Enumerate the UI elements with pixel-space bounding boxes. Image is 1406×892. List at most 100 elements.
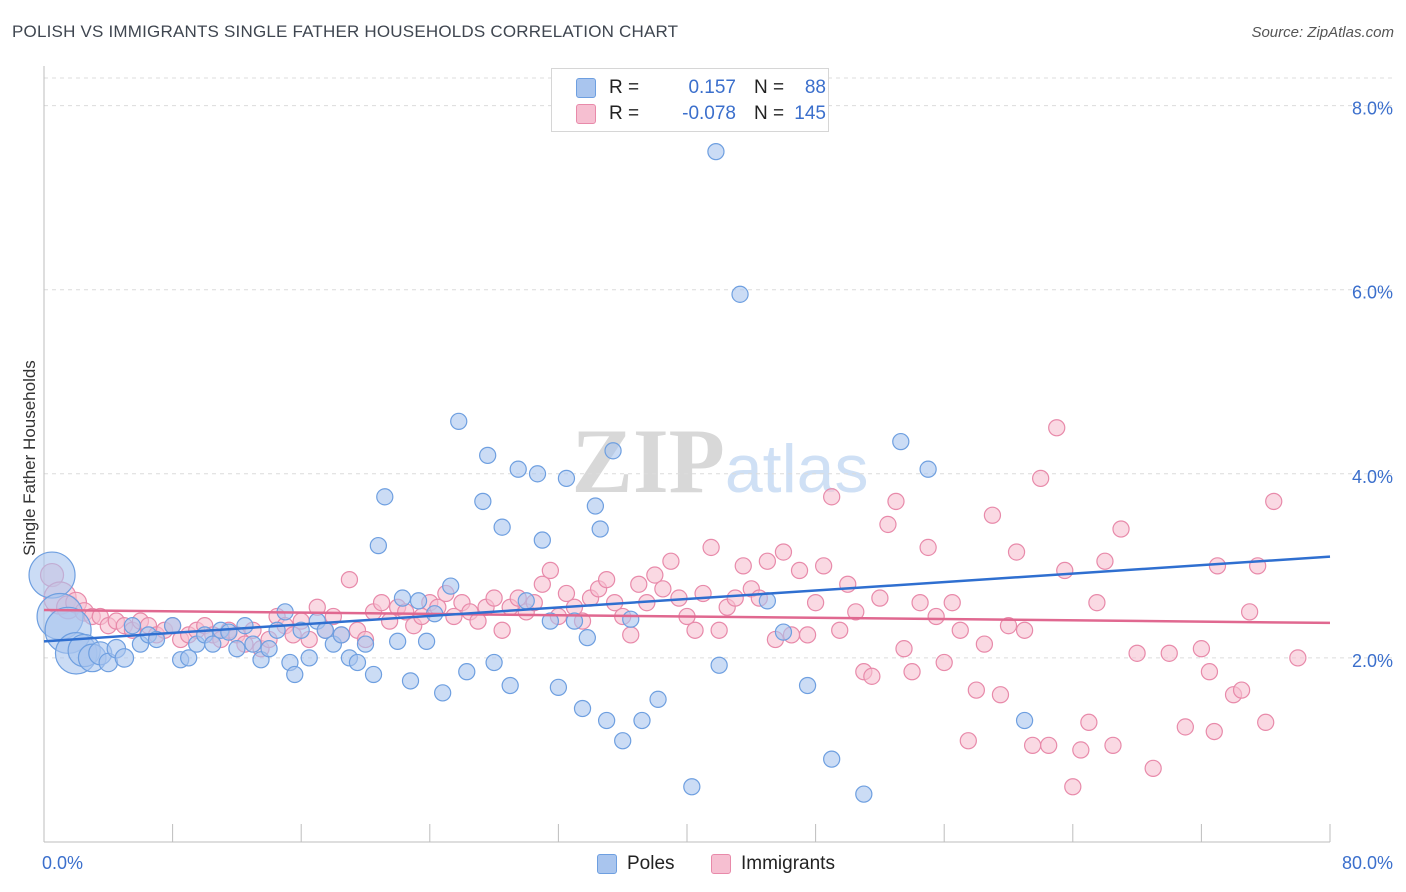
immigrants-point [445,607,463,626]
y-tick-label: 2.0% [1352,651,1393,671]
immigrants-point [1088,594,1106,612]
poles-swatch [576,78,596,98]
immigrants-point [1176,718,1194,736]
legend-label-immigrants: Immigrants [741,853,835,874]
poles-point [300,649,318,667]
immigrants-point [1007,543,1026,561]
poles-point [292,621,310,639]
poles-point [493,518,511,536]
poles-point [389,632,407,650]
immigrants-point [1128,644,1146,662]
immigrants-point [863,667,881,685]
poles-point [683,778,701,796]
poles-point [614,732,632,750]
immigrants-point [1232,681,1251,699]
n-label: N = [754,77,785,98]
poles-point [376,488,394,506]
grid-lines [44,77,1392,659]
immigrants-point [999,617,1018,635]
immigrants-point [790,561,809,580]
trend-lines [43,555,1331,643]
poles-points [28,142,1034,803]
immigrants-point [1056,561,1074,580]
immigrants-point [758,552,777,570]
r-label: R = [609,103,640,124]
poles-point [204,635,222,653]
immigrants-point [1240,603,1259,621]
poles-point [586,497,605,515]
poles-point [409,592,428,610]
immigrants-point [1200,663,1219,681]
immigrants-point [879,515,897,534]
immigrants-point [1023,736,1042,754]
immigrants-point [1064,778,1082,796]
poles-point [798,676,817,695]
poles-point [236,617,254,635]
immigrants-point [911,594,929,612]
y-tick-label: 6.0% [1352,283,1393,303]
chart-title: POLISH VS IMMIGRANTS SINGLE FATHER HOUSE… [12,22,679,41]
poles-point [541,612,560,630]
y-tick-label: 8.0% [1352,99,1393,119]
poles-point [364,665,383,684]
watermark-atlas: atlas [725,431,869,507]
immigrants-point [622,626,640,644]
source-label: Source: ZipAtlas.com [1251,24,1394,41]
r-value: -0.078 [682,103,736,124]
immigrants-point [1112,520,1130,538]
immigrants-point [1265,492,1283,511]
y-tick-label: 4.0% [1352,467,1393,487]
poles-point [509,460,527,478]
immigrants-point [1072,741,1090,759]
immigrants-point [774,543,793,561]
poles-point [823,750,841,768]
immigrants-point [340,571,359,589]
poles-point [147,630,166,649]
poles-point [591,520,609,538]
immigrants-point [662,552,680,570]
poles-point [114,648,135,668]
immigrants-point [887,492,905,511]
immigrants-point [951,621,969,639]
poles-point [565,612,584,630]
series-legend: Poles Immigrants [0,852,1406,878]
poles-point [597,711,616,730]
poles-point [892,432,910,451]
poles-point [622,610,640,628]
immigrants-point [1048,419,1066,437]
immigrants-point [1031,469,1050,488]
x-tick-label: 80.0% [1342,853,1393,873]
poles-swatch [597,854,617,874]
poles-point [855,785,873,803]
poles-point [286,665,304,684]
poles-point [228,640,246,658]
immigrants-point [927,607,945,626]
poles-point [633,711,651,730]
poles-point [710,656,728,674]
watermark: ZIPatlas [571,410,868,512]
immigrants-point [654,580,672,598]
watermark-zip: ZIP [571,410,724,512]
poles-point [332,626,351,644]
immigrants-point [959,732,977,750]
poles-point [731,285,749,303]
poles-point [401,672,420,690]
poles-point [557,469,576,488]
poles-point [549,678,568,697]
poles-point [578,629,596,647]
r-value: 0.157 [688,77,736,98]
poles-point [517,592,535,610]
n-label: N = [754,103,785,124]
poles-point [573,699,592,718]
immigrants-point [1289,649,1307,667]
immigrants-point [557,584,576,603]
poles-point [417,632,436,650]
immigrants-point [726,589,744,607]
poles-point [260,640,278,658]
n-value: 145 [794,103,826,124]
poles-point [479,446,497,465]
immigrants-point [630,575,648,593]
poles-point [244,635,262,653]
immigrants-swatch [576,104,596,124]
